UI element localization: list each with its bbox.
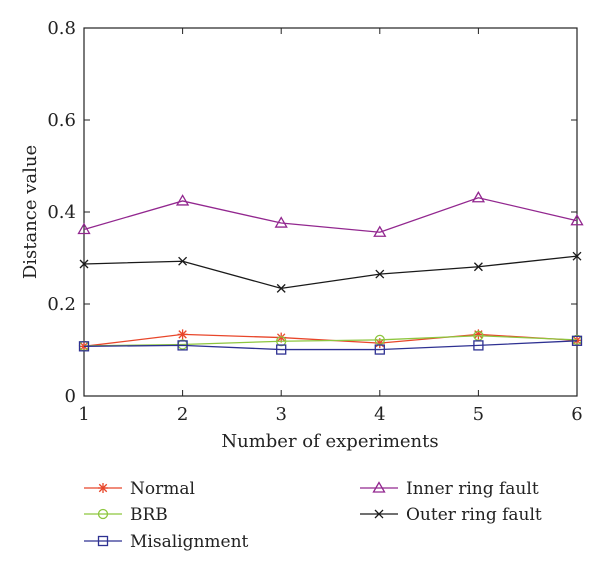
data-point-outer-ring-fault: [375, 269, 385, 279]
x-axis-title: Number of experiments: [221, 431, 438, 452]
data-point-misalignment: [473, 340, 484, 351]
data-point-brb: [276, 336, 287, 347]
legend-label: Inner ring fault: [406, 479, 539, 499]
data-point-misalignment: [78, 341, 90, 352]
x-tick-label: 1: [78, 404, 89, 425]
data-point-inner-ring-fault: [175, 194, 190, 206]
data-point-misalignment: [374, 344, 385, 355]
legend-label: Misalignment: [130, 532, 249, 552]
y-tick-label: 0.4: [47, 202, 76, 223]
legend-marker: [97, 535, 109, 547]
data-point-inner-ring-fault: [471, 190, 486, 203]
y-axis-title: Distance value: [20, 145, 41, 279]
legend-marker: [98, 483, 108, 493]
x-tick-label: 4: [374, 404, 385, 425]
legend-item-misalignment: Misalignment: [84, 532, 249, 552]
legend: Normal BRB Misalignment Inner ring fault Out…: [84, 479, 542, 552]
data-point-outer-ring-fault: [276, 283, 286, 293]
data-point-misalignment: [276, 344, 287, 355]
legend-label: Normal: [130, 479, 195, 499]
data-point-misalignment: [571, 335, 583, 346]
x-tick-label: 5: [473, 404, 484, 425]
data-point-brb: [473, 330, 484, 341]
series-line-inner-ring-fault: [83, 197, 578, 233]
legend-marker: [372, 481, 386, 493]
y-tick-label: 0.2: [47, 294, 76, 315]
legend-label: BRB: [130, 505, 168, 525]
data-point-inner-ring-fault: [570, 213, 584, 226]
legend-item-normal: Normal: [84, 479, 195, 499]
y-tick-label: 0.6: [47, 110, 76, 131]
data-point-brb: [374, 334, 385, 346]
data-point-outer-ring-fault: [79, 259, 89, 269]
x-tick-label: 6: [571, 404, 582, 425]
data-point-inner-ring-fault: [373, 225, 387, 237]
y-tick-label: 0: [65, 386, 76, 407]
data-point-misalignment: [177, 340, 188, 351]
legend-item-inner-ring-fault: Inner ring fault: [360, 479, 539, 499]
series-line-misalignment: [83, 340, 578, 351]
legend-item-brb: BRB: [84, 505, 168, 525]
legend-label: Outer ring fault: [406, 505, 542, 525]
series-line-outer-ring-fault: [83, 255, 578, 290]
series-line-brb: [83, 335, 578, 347]
data-point-normal: [177, 329, 188, 340]
data-point-outer-ring-fault: [178, 256, 188, 266]
legend-item-outer-ring-fault: Outer ring fault: [360, 505, 542, 525]
data-point-outer-ring-fault: [572, 251, 582, 261]
y-tick-label: 0.8: [47, 18, 76, 39]
x-tick-label: 2: [177, 404, 188, 425]
data-point-outer-ring-fault: [473, 262, 483, 272]
legend-marker: [374, 509, 384, 519]
y-axis: 0 0.2 0.4 0.6 0.8: [47, 18, 577, 407]
x-axis: 1 2 3 4 5 6: [78, 28, 583, 425]
legend-marker: [97, 508, 109, 520]
series-layer: [77, 190, 584, 355]
plot-area: [83, 27, 578, 397]
data-point-inner-ring-fault: [77, 222, 91, 235]
x-tick-label: 3: [275, 404, 286, 425]
data-point-inner-ring-fault: [274, 216, 288, 228]
